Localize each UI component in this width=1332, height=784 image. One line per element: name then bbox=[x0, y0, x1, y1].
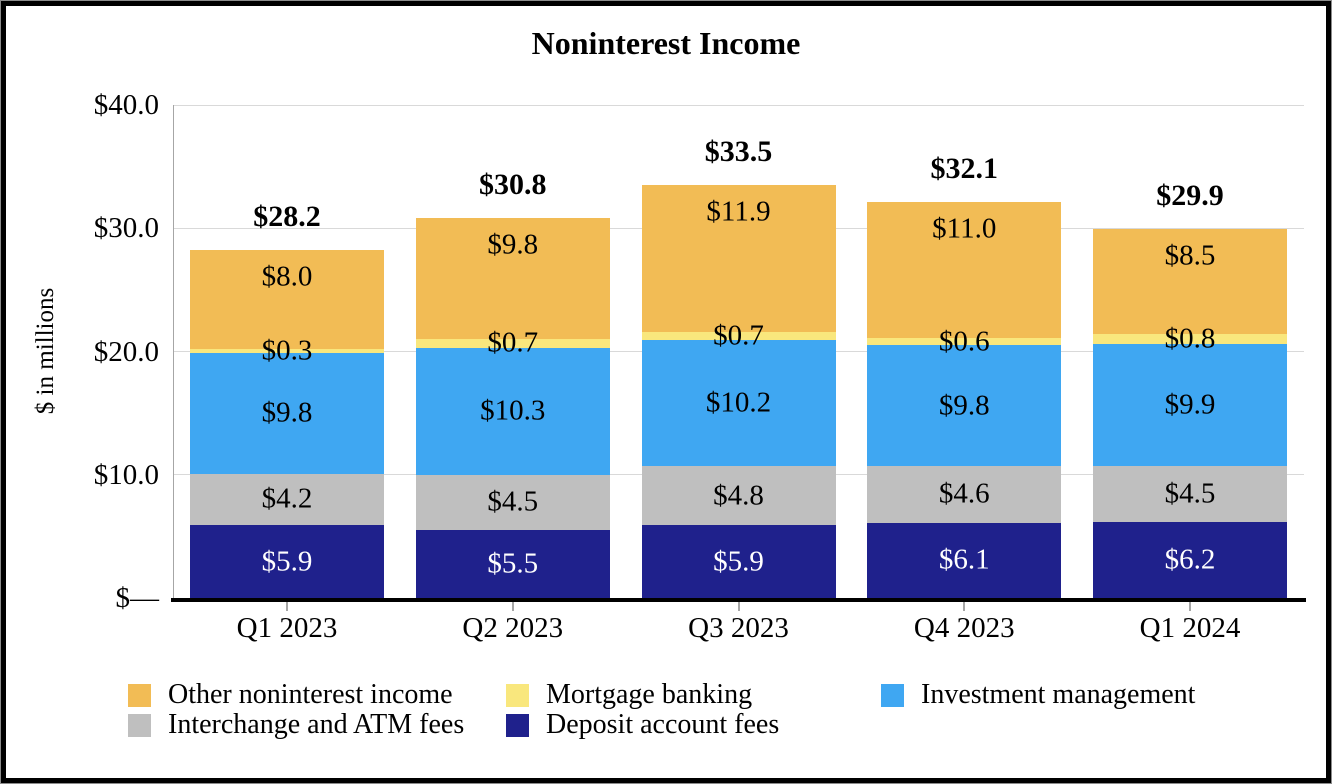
bar-segment-interchange-and-atm-fees bbox=[641, 466, 836, 526]
legend-swatch-other-noninterest-income bbox=[128, 683, 151, 707]
x-axis-tick bbox=[963, 602, 966, 611]
bar-segment-interchange-and-atm-fees bbox=[415, 474, 610, 531]
x-axis-tick bbox=[286, 602, 288, 611]
plot-area: $5.9 $4.2 $9.8 $0.3 $8.0 $28.2 $5.5 $4.5 $10.3 $0… bbox=[173, 105, 1304, 598]
bar-segment-interchange-and-atm-fees bbox=[1093, 466, 1287, 522]
y-tick-label: $— bbox=[115, 582, 160, 614]
y-tick-label: $30.0 bbox=[93, 212, 159, 245]
segment-value-label: $9.8 bbox=[938, 389, 990, 422]
bar-segment-interchange-and-atm-fees bbox=[867, 466, 1062, 523]
legend-item-deposit-account-fees: Deposit account fees bbox=[506, 709, 780, 740]
legend-item-mortgage-banking: Mortgage banking bbox=[506, 679, 753, 710]
segment-value-label: $0.8 bbox=[1164, 322, 1216, 355]
bar-segment-deposit-account-fees bbox=[190, 525, 384, 598]
segment-value-label: $9.8 bbox=[261, 396, 313, 429]
x-axis-tick bbox=[1189, 602, 1191, 611]
segment-value-label: $4.5 bbox=[487, 485, 539, 518]
y-tick-label: $10.0 bbox=[93, 458, 159, 491]
bar-total-label: $29.9 bbox=[1156, 179, 1224, 213]
segment-value-label: $4.5 bbox=[1164, 477, 1216, 510]
y-tick-label: $20.0 bbox=[93, 335, 159, 368]
bar-segment-mortgage-banking bbox=[867, 337, 1062, 346]
bar-segment-other-noninterest-income bbox=[867, 202, 1062, 338]
segment-value-label: $4.6 bbox=[938, 477, 990, 510]
x-tick-label: Q4 2023 bbox=[913, 612, 1015, 644]
bar-segment-investment-management bbox=[641, 340, 836, 467]
x-tick-label: Q3 2023 bbox=[688, 612, 789, 644]
segment-value-label: $5.9 bbox=[713, 545, 764, 578]
x-tick-label: Q2 2023 bbox=[462, 612, 564, 644]
segment-value-label: $0.3 bbox=[261, 334, 313, 367]
segment-value-label: $8.0 bbox=[261, 260, 313, 293]
bar-segment-other-noninterest-income bbox=[641, 185, 836, 332]
segment-value-label: $11.0 bbox=[932, 212, 997, 245]
bar-total-label: $30.8 bbox=[479, 168, 547, 202]
segment-value-label: $0.7 bbox=[713, 319, 764, 352]
legend-swatch-mortgage-banking bbox=[506, 683, 529, 707]
segment-value-label: $0.6 bbox=[938, 325, 990, 358]
bar-segment-mortgage-banking bbox=[415, 339, 610, 348]
segment-value-label: $10.2 bbox=[705, 386, 772, 419]
x-tick-label: Q1 2023 bbox=[236, 612, 338, 644]
segment-value-label: $5.5 bbox=[487, 547, 539, 580]
bar-segment-interchange-and-atm-fees bbox=[190, 473, 384, 526]
x-tick-label: Q1 2024 bbox=[1139, 612, 1241, 644]
segment-value-label: $4.2 bbox=[261, 482, 313, 515]
bar-segment-deposit-account-fees bbox=[641, 525, 836, 598]
legend-label: Deposit account fees bbox=[546, 709, 780, 740]
bar-segment-deposit-account-fees bbox=[867, 522, 1062, 598]
bar-segment-other-noninterest-income bbox=[1093, 229, 1287, 335]
bar-segment-other-noninterest-income bbox=[190, 250, 384, 350]
bar-segment-investment-management bbox=[1093, 344, 1287, 467]
y-tick-label: $40.0 bbox=[93, 89, 159, 121]
x-axis-tick bbox=[511, 602, 514, 611]
legend-swatch-interchange-and-atm-fees bbox=[128, 713, 151, 737]
bar-segment-investment-management bbox=[415, 347, 610, 475]
legend-item-interchange-and-atm-fees: Interchange and ATM fees bbox=[128, 709, 465, 740]
legend-item-other-noninterest-income: Other noninterest income bbox=[128, 679, 453, 710]
segment-value-label: $6.1 bbox=[938, 543, 990, 576]
bar-segment-investment-management bbox=[867, 345, 1062, 467]
gridline bbox=[173, 104, 1304, 106]
bar-segment-investment-management bbox=[190, 352, 384, 474]
bar-total-label: $33.5 bbox=[704, 135, 773, 169]
segment-value-label: $9.9 bbox=[1164, 388, 1216, 421]
legend-item-investment-management: Investment management bbox=[881, 679, 1196, 710]
y-axis-line bbox=[173, 105, 174, 598]
bar-segment-mortgage-banking bbox=[190, 349, 384, 353]
bar-segment-other-noninterest-income bbox=[415, 218, 610, 340]
segment-value-label: $0.7 bbox=[487, 326, 539, 359]
segment-value-label: $10.3 bbox=[480, 394, 546, 427]
bar-segment-deposit-account-fees bbox=[415, 530, 610, 598]
chart-title: Noninterest Income bbox=[531, 25, 801, 61]
legend-label: Mortgage banking bbox=[546, 679, 753, 710]
x-axis-tick bbox=[737, 602, 740, 611]
segment-value-label: $5.9 bbox=[261, 545, 313, 578]
bar-segment-mortgage-banking bbox=[1093, 334, 1287, 345]
segment-value-label: $11.9 bbox=[706, 195, 771, 228]
legend-swatch-deposit-account-fees bbox=[506, 713, 529, 737]
bar-segment-mortgage-banking bbox=[641, 331, 836, 341]
legend-swatch-investment-management bbox=[881, 683, 904, 707]
legend-label: Other noninterest income bbox=[168, 679, 453, 710]
bar-total-label: $32.1 bbox=[930, 152, 999, 186]
bar-total-label: $28.2 bbox=[253, 200, 321, 234]
legend-label: Interchange and ATM fees bbox=[168, 709, 465, 740]
segment-value-label: $9.8 bbox=[487, 228, 539, 261]
segment-value-label: $6.2 bbox=[1164, 543, 1216, 576]
x-axis-line bbox=[171, 598, 1306, 602]
segment-value-label: $4.8 bbox=[713, 479, 764, 512]
segment-value-label: $8.5 bbox=[1164, 239, 1216, 272]
bar-segment-deposit-account-fees bbox=[1093, 521, 1287, 598]
legend-label: Investment management bbox=[921, 679, 1196, 710]
